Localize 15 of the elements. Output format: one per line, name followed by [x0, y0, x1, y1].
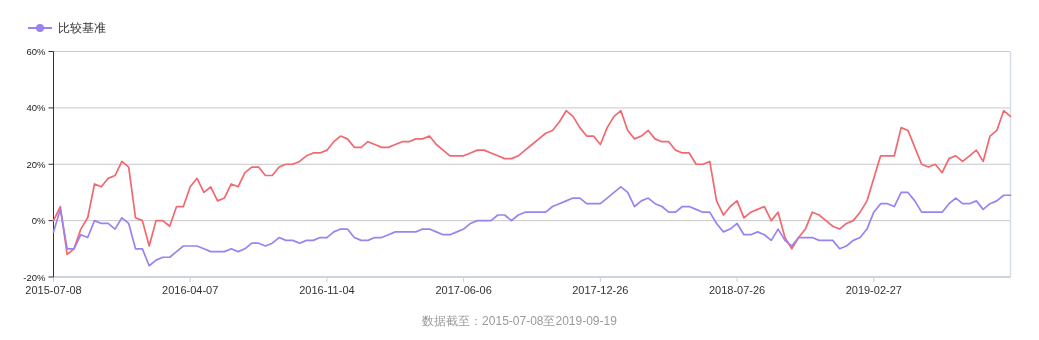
x-tick-label: 2017-06-06	[435, 284, 492, 296]
y-tick-label: 60%	[26, 46, 47, 57]
legend: 比较基准	[27, 21, 106, 35]
x-tick-label: 2016-04-07	[162, 284, 219, 296]
y-tick-label: 40%	[26, 102, 47, 114]
x-tick-label: 2016-11-04	[299, 284, 355, 296]
legend-label: 比较基准	[58, 21, 106, 35]
x-tick-label: 2019-02-27	[845, 284, 902, 296]
text: 数据截至：2015-07-08至2019-09-19	[422, 314, 618, 328]
x-tick-label: 2017-12-26	[572, 284, 629, 296]
y-tick-label: -20%	[23, 271, 47, 283]
y-tick-label: 0%	[31, 215, 47, 227]
y-tick-label: 20%	[26, 158, 47, 170]
x-tick-label: 2018-07-26	[708, 284, 766, 296]
x-tick-label: 2015-07-08	[25, 284, 82, 296]
